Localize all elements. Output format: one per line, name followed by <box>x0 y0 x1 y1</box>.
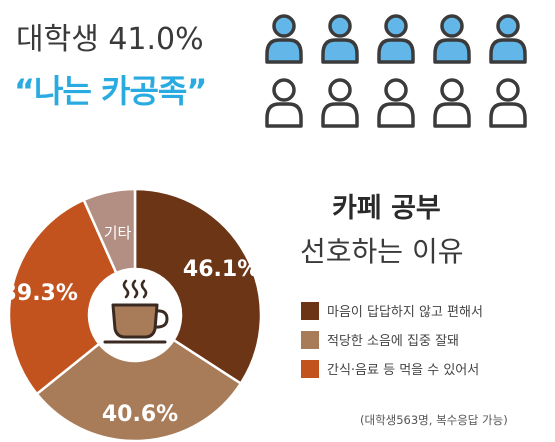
slice-value-label: 40.6% <box>102 402 178 427</box>
legend-label: 간식·음료 등 먹을 수 있어서 <box>327 363 480 378</box>
person-icon <box>377 78 415 128</box>
slice-value-label: 46.1% <box>183 257 259 282</box>
legend-item: 적당한 소음에 집중 잘돼 <box>301 329 483 350</box>
pie-slice <box>35 338 243 440</box>
pie-chart: 46.1% 40.6% 39.3% 기타 <box>2 190 263 440</box>
legend: 마음이 답답하지 않고 편해서 적당한 소음에 집중 잘돼 간식·음료 등 먹을… <box>301 300 483 387</box>
quote-headline: “나는 카공족” <box>14 72 207 110</box>
person-icon-highlighted <box>321 14 359 64</box>
legend-label: 적당한 소음에 집중 잘돼 <box>327 334 459 349</box>
person-icon <box>265 78 303 128</box>
person-icon <box>489 78 527 128</box>
footnote: (대학생563명, 복수응답 가능) <box>360 413 508 427</box>
people-icon-grid <box>265 14 527 128</box>
legend-title-line1: 카페 공부 <box>332 193 441 224</box>
person-icon-highlighted <box>377 14 415 64</box>
legend-title-line2: 선호하는 이유 <box>300 235 464 268</box>
slice-value-label: 기타 <box>104 224 132 242</box>
legend-swatch <box>301 301 319 320</box>
person-icon-highlighted <box>433 14 471 64</box>
person-icon-highlighted <box>265 14 303 64</box>
legend-swatch <box>301 359 319 378</box>
legend-swatch <box>301 330 319 349</box>
coffee-cup-icon <box>103 279 169 344</box>
pie-slice <box>7 198 118 396</box>
person-icon <box>433 78 471 128</box>
pie-slice <box>82 190 137 275</box>
pie-slice <box>133 190 263 386</box>
slice-value-label: 39.3% <box>2 281 78 306</box>
legend-item: 마음이 답답하지 않고 편해서 <box>301 300 483 321</box>
stat-text: 대학생 41.0% <box>16 22 204 57</box>
person-icon <box>321 78 359 128</box>
legend-item: 간식·음료 등 먹을 수 있어서 <box>301 358 483 379</box>
legend-label: 마음이 답답하지 않고 편해서 <box>327 305 483 320</box>
person-icon-highlighted <box>489 14 527 64</box>
